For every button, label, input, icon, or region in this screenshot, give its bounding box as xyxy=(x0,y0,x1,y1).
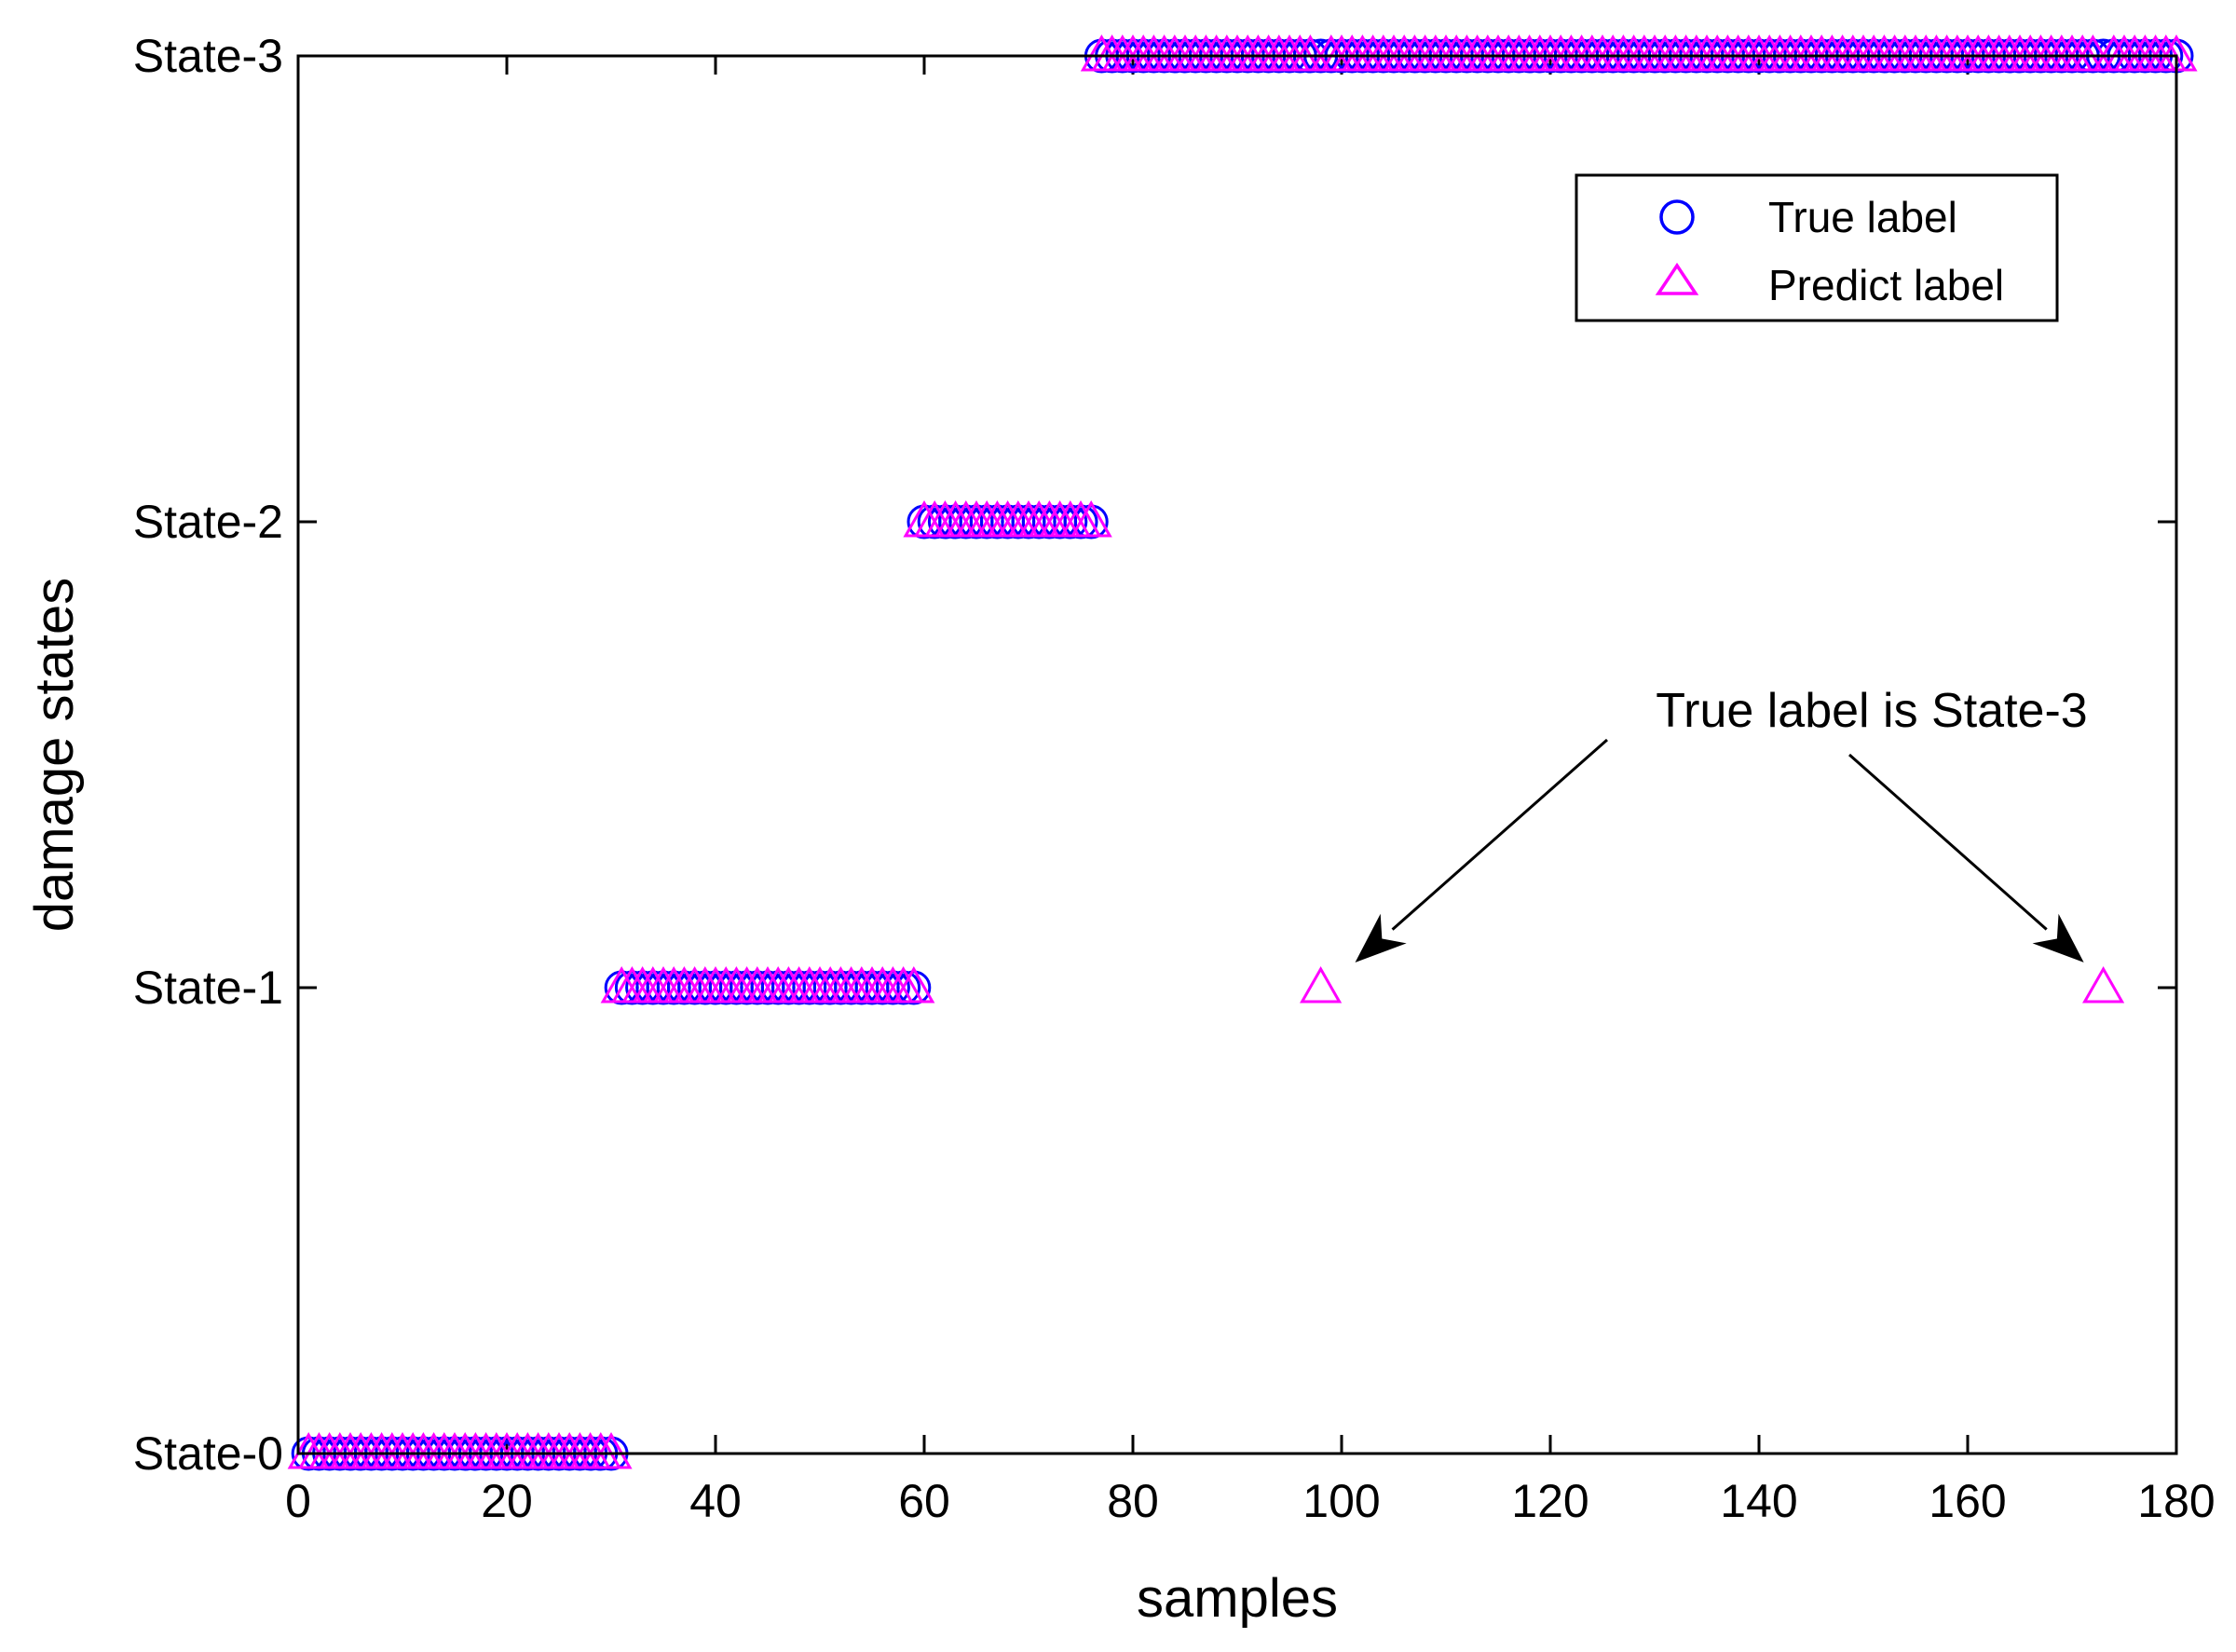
legend-true-label: True label xyxy=(1768,193,1957,241)
y-tick-label: State-3 xyxy=(133,30,283,82)
x-tick-label: 0 xyxy=(285,1475,311,1527)
x-tick-label: 100 xyxy=(1302,1475,1380,1527)
y-tick-label: State-0 xyxy=(133,1427,283,1480)
x-tick-label: 160 xyxy=(1929,1475,2006,1527)
x-tick-label: 140 xyxy=(1720,1475,1797,1527)
annotation: True label is State-3 xyxy=(1355,684,2088,963)
y-tick-label: State-1 xyxy=(133,962,283,1014)
annotation-arrow-line xyxy=(1391,738,1608,931)
annotation-arrow-head xyxy=(2032,913,2084,963)
x-tick-label: 40 xyxy=(689,1475,742,1527)
predict-label-point xyxy=(590,1431,633,1469)
legend-circle-marker xyxy=(1659,199,1695,235)
axis-tick-labels: 0 20 40 60 80 100 120 140 160 180 State-0 State-1 St… xyxy=(133,30,2216,1527)
predict-label-point xyxy=(1300,965,1343,1003)
x-tick-label: 60 xyxy=(898,1475,950,1527)
legend-predict-label: Predict label xyxy=(1768,261,2004,309)
y-axis-label: damage states xyxy=(24,578,85,932)
legend: True label Predict label xyxy=(1575,173,2059,322)
predict-label-point xyxy=(893,965,935,1003)
predict-label-point xyxy=(2082,965,2125,1003)
predict-label-series xyxy=(287,34,2198,1469)
x-axis-label: samples xyxy=(1137,1568,1338,1629)
annotation-arrow-head xyxy=(1355,913,1407,963)
legend-box xyxy=(1575,173,2059,322)
legend-triangle-marker xyxy=(1655,262,1699,295)
x-tick-label: 120 xyxy=(1511,1475,1588,1527)
plot-frame xyxy=(296,54,2178,1455)
predict-label-point xyxy=(1288,34,1331,72)
annotation-arrows xyxy=(1355,738,2084,963)
annotation-arrow-line xyxy=(1848,753,2048,931)
y-tick-label: State-2 xyxy=(133,496,283,548)
predict-label-point xyxy=(1070,499,1112,538)
annotation-text: True label is State-3 xyxy=(1656,684,2087,738)
x-tick-label: 80 xyxy=(1107,1475,1159,1527)
x-tick-label: 20 xyxy=(481,1475,533,1527)
predict-label-point xyxy=(2071,34,2114,72)
x-tick-label: 180 xyxy=(2137,1475,2215,1527)
